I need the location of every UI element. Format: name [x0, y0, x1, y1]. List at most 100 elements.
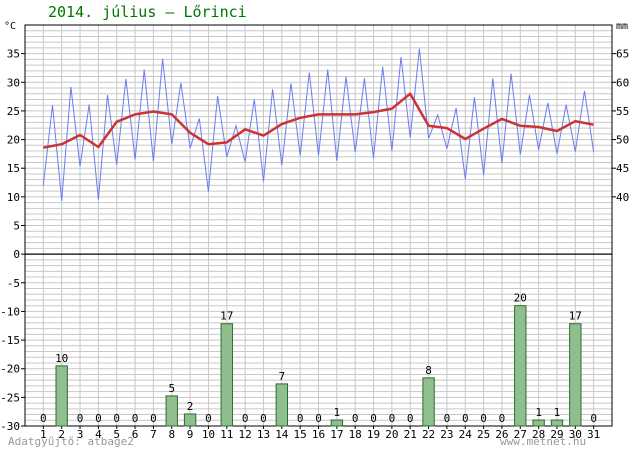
chart-title: 2014. július – Lőrinci — [48, 3, 247, 21]
precipitation-bar — [330, 419, 344, 427]
x-tick-label: 31 — [587, 428, 600, 441]
y-left-tick-label: 10 — [7, 191, 20, 204]
x-tick-label: 3 — [77, 428, 84, 441]
x-tick-label: 16 — [312, 428, 325, 441]
x-tick-label: 14 — [275, 428, 289, 441]
precipitation-label: 0 — [499, 412, 506, 425]
precipitation-label: 0 — [370, 412, 377, 425]
precipitation-bar — [165, 395, 178, 427]
x-tick-label: 2 — [58, 428, 65, 441]
y-left-tick-label: 15 — [7, 162, 20, 175]
y-left-tick-label: 0 — [13, 248, 20, 261]
precipitation-label: 2 — [187, 400, 194, 413]
precipitation-label: 17 — [569, 310, 582, 323]
x-tick-label: 8 — [168, 428, 175, 441]
precipitation-label: 8 — [425, 364, 432, 377]
precipitation-label: 0 — [260, 412, 267, 425]
data-collector-credit: Adatgyűjtő: atbage2 — [8, 435, 134, 448]
precipitation-label: 0 — [407, 412, 414, 425]
x-tick-label: 17 — [330, 428, 343, 441]
y-left-tick-label: -15 — [0, 334, 20, 347]
x-tick-label: 1 — [40, 428, 47, 441]
temperature-line — [42, 48, 595, 201]
x-tick-label: 30 — [569, 428, 582, 441]
precipitation-label: 1 — [554, 406, 561, 419]
precipitation-label: 0 — [40, 412, 47, 425]
precipitation-label: 0 — [389, 412, 396, 425]
x-tick-label: 25 — [477, 428, 490, 441]
precipitation-bar — [55, 365, 68, 427]
precipitation-label: 0 — [77, 412, 84, 425]
precipitation-label: 0 — [590, 412, 597, 425]
x-tick-label: 6 — [132, 428, 139, 441]
x-tick-label: 10 — [202, 428, 215, 441]
y-left-tick-label: 25 — [7, 105, 20, 118]
x-tick-label: 4 — [95, 428, 102, 441]
mean-temperature-line — [43, 92, 594, 149]
x-tick-label: 26 — [495, 428, 508, 441]
x-tick-label: 5 — [113, 428, 120, 441]
x-tick-label: 15 — [294, 428, 307, 441]
y-left-tick-label: -25 — [0, 391, 20, 404]
x-tick-label: 9 — [187, 428, 194, 441]
y-left-tick-label: 5 — [13, 220, 20, 233]
precipitation-bar — [514, 305, 527, 427]
x-tick-label: 19 — [367, 428, 380, 441]
precipitation-label: 5 — [168, 382, 175, 395]
precipitation-label: 0 — [462, 412, 469, 425]
precipitation-label: 0 — [242, 412, 249, 425]
x-tick-label: 12 — [239, 428, 252, 441]
y-right-tick-label: 50 — [616, 134, 629, 147]
precipitation-bar — [550, 419, 564, 427]
precipitation-label: 20 — [514, 292, 527, 305]
website-credit: www.metnet.hu — [500, 435, 587, 448]
x-tick-label: 11 — [220, 428, 233, 441]
precipitation-bar — [422, 377, 435, 427]
x-tick-label: 27 — [514, 428, 527, 441]
precipitation-label: 0 — [113, 412, 120, 425]
precipitation-label: 1 — [334, 406, 341, 419]
precipitation-label: 0 — [352, 412, 359, 425]
y-right-tick-label: 55 — [616, 105, 629, 118]
y-left-tick-label: -10 — [0, 305, 20, 318]
precipitation-label: 0 — [95, 412, 102, 425]
x-tick-label: 28 — [532, 428, 545, 441]
x-tick-label: 24 — [459, 428, 473, 441]
precipitation-bar — [183, 413, 197, 427]
y-left-tick-label: 20 — [7, 134, 20, 147]
y-left-tick-label: -20 — [0, 363, 20, 376]
y-right-tick-label: 60 — [616, 76, 629, 89]
precipitation-bar — [220, 323, 233, 427]
precipitation-label: 0 — [315, 412, 322, 425]
x-tick-label: 22 — [422, 428, 435, 441]
y-right-tick-label: 45 — [616, 162, 629, 175]
precipitation-label: 17 — [220, 310, 233, 323]
x-tick-label: 7 — [150, 428, 157, 441]
y-right-tick-label: 40 — [616, 191, 629, 204]
precipitation-label: 1 — [535, 406, 542, 419]
precipitation-bar — [569, 323, 582, 427]
x-tick-label: 18 — [349, 428, 362, 441]
precipitation-label: 7 — [279, 370, 286, 383]
precipitation-label: 0 — [297, 412, 304, 425]
y-left-tick-label: 30 — [7, 76, 20, 89]
x-tick-label: 20 — [385, 428, 398, 441]
x-tick-label: 13 — [257, 428, 270, 441]
precipitation-label: 0 — [480, 412, 487, 425]
precipitation-bar — [275, 383, 288, 427]
precipitation-label: 10 — [55, 352, 68, 365]
y-left-tick-label: -5 — [7, 277, 20, 290]
x-tick-label: 29 — [550, 428, 563, 441]
precipitation-bar — [532, 419, 545, 427]
y-left-tick-label: -30 — [0, 420, 20, 433]
y-left-unit: °C — [4, 21, 16, 32]
y-left-tick-label: 35 — [7, 48, 20, 61]
y-right-tick-label: 65 — [616, 48, 629, 61]
precipitation-label: 0 — [150, 412, 157, 425]
y-right-unit: mm — [616, 21, 628, 32]
precipitation-label: 0 — [132, 412, 139, 425]
precipitation-label: 0 — [205, 412, 212, 425]
x-tick-label: 21 — [404, 428, 417, 441]
